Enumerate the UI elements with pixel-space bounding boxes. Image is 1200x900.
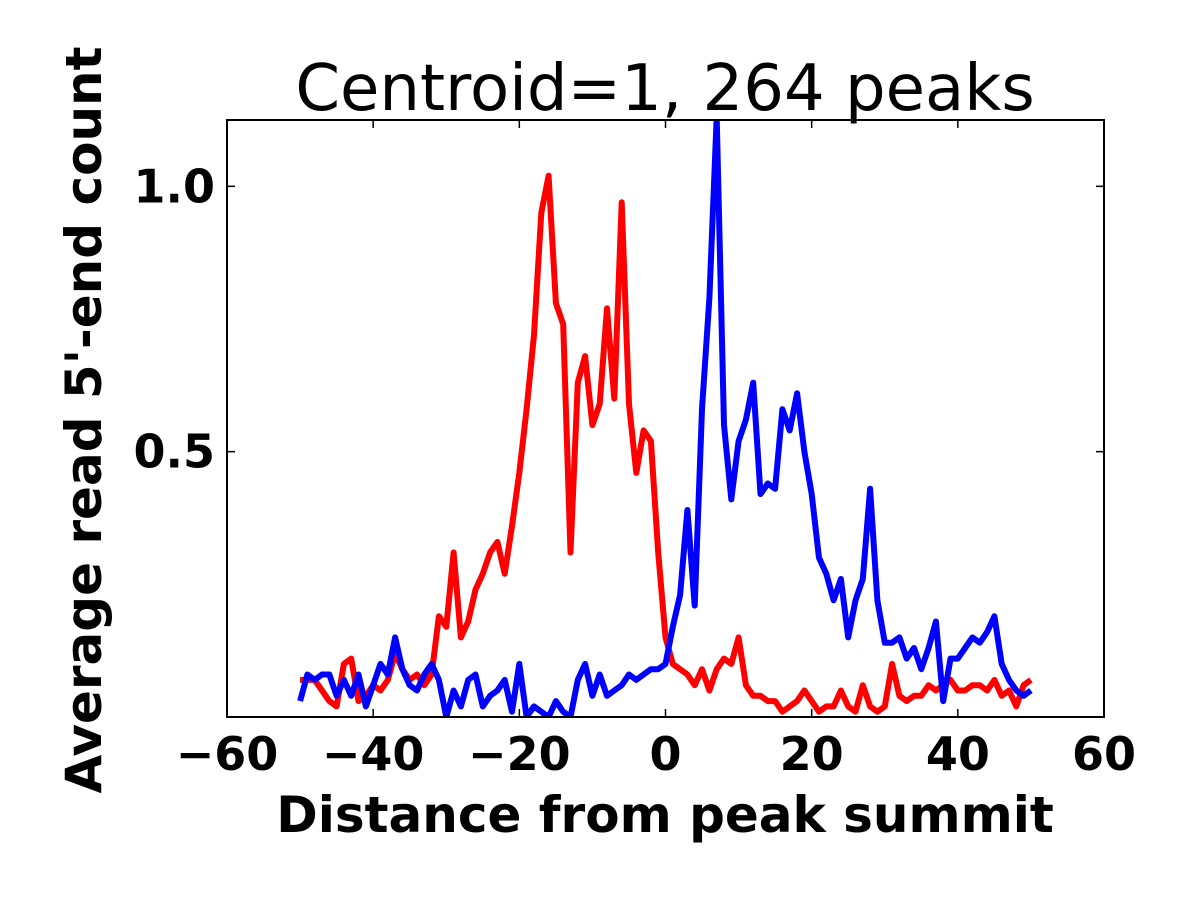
x-tick-label: 0 [649, 727, 681, 781]
x-tick-label: 60 [1072, 727, 1136, 781]
chart-title: Centroid=1, 264 peaks [295, 52, 1034, 126]
y-axis-label: Average read 5'-end count [55, 46, 113, 793]
x-tick-label: 20 [780, 727, 844, 781]
x-axis-label: Distance from peak summit [276, 786, 1054, 844]
x-tick-label: −20 [468, 727, 571, 781]
series-layer [297, 120, 1033, 717]
series-line-2 [297, 120, 1033, 717]
y-tick-label: 0.5 [134, 425, 216, 479]
x-tick-label: 40 [926, 727, 990, 781]
y-tick-label: 1.0 [134, 159, 216, 213]
axes-layer: −60 −40 −20 0 20 40 60 0.5 1.0 [134, 119, 1136, 781]
x-tick-label: −40 [322, 727, 425, 781]
x-tick-label: −60 [176, 727, 279, 781]
